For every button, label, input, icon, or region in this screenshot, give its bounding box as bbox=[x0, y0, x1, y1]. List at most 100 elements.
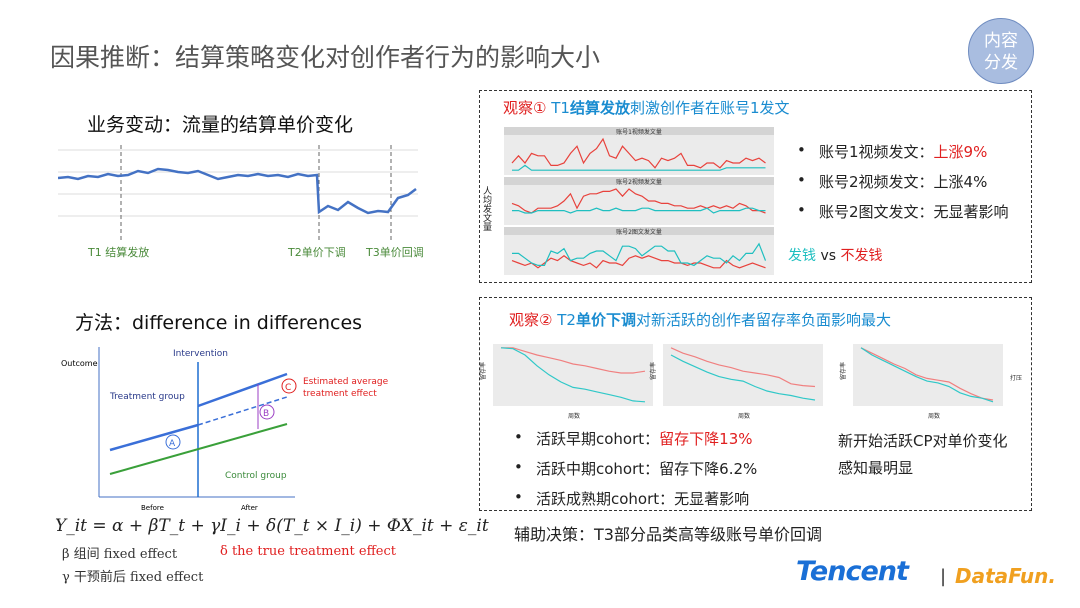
obs1-t: T1 bbox=[551, 99, 570, 117]
estimated-label-2: treatment effect bbox=[303, 389, 377, 399]
retention-plot bbox=[853, 344, 1003, 406]
bullet-value: 留存下降13% bbox=[659, 430, 753, 448]
obs2-rest: 对新活跃的创作者留存率负面影响最大 bbox=[635, 311, 891, 329]
obs1-ylabel: 人均发文量 bbox=[481, 186, 491, 231]
method-title: 方法：difference in differences bbox=[75, 312, 363, 334]
series-line bbox=[512, 207, 766, 214]
decision-text: 辅助决策：T3部分品类高等级账号单价回调 bbox=[514, 525, 822, 544]
bullet-value: 无显著影响 bbox=[674, 490, 750, 508]
retention-line bbox=[501, 347, 646, 374]
retention-plot bbox=[493, 344, 653, 406]
bullet-label: 账号1视频发文： bbox=[819, 143, 934, 161]
series-line bbox=[512, 164, 766, 171]
after-label: After bbox=[241, 504, 258, 512]
gamma-note: γ 干预前后 fixed effect bbox=[62, 570, 204, 585]
label-a: A bbox=[169, 439, 176, 449]
obs1-bullets: 账号1视频发文：上涨9% 账号2视频发文：上涨4% 账号2图文发文：无显著影响 bbox=[793, 141, 1009, 231]
label-b: B bbox=[263, 409, 269, 419]
marker-t1: T1 结算发放 bbox=[88, 246, 150, 259]
intervention-label: Intervention bbox=[173, 349, 228, 359]
obs2-prefix: 观察② bbox=[509, 311, 553, 329]
panel-plot bbox=[504, 185, 774, 225]
bullet-label: 活跃中期cohort： bbox=[536, 460, 660, 478]
label-c: C bbox=[285, 383, 291, 393]
badge-line: 内容 bbox=[984, 31, 1018, 51]
obs1-bullet: 账号1视频发文：上涨9% bbox=[793, 141, 1009, 162]
series-line bbox=[511, 137, 766, 169]
series-line bbox=[511, 188, 766, 214]
obs1-prefix: 观察① bbox=[503, 99, 547, 117]
panel-title: 账号2视频发文量 bbox=[616, 178, 662, 186]
panel-header bbox=[504, 127, 774, 135]
price-chart bbox=[58, 145, 418, 240]
series-line bbox=[511, 255, 766, 269]
legend-nopay: 不发钱 bbox=[840, 248, 883, 264]
obs1-title: 观察① T1结算发放刺激创作者在账号1发文 bbox=[503, 97, 790, 118]
x-axis-label: 周数 bbox=[738, 412, 750, 420]
obs1-bullet: 账号2视频发文：上涨4% bbox=[793, 171, 1009, 192]
datafun-logo: DataFun. bbox=[955, 564, 1056, 588]
panel-header bbox=[504, 227, 774, 235]
retention-line bbox=[860, 347, 994, 403]
tencent-logo: Tencent bbox=[796, 556, 909, 587]
page-title: 因果推断：结算策略变化对创作者行为的影响大小 bbox=[50, 43, 601, 72]
logo-separator: | bbox=[940, 566, 947, 587]
legend-pay: 发钱 bbox=[788, 248, 816, 264]
observation-2-box bbox=[479, 297, 1032, 511]
panel-title: 账号1视频发文量 bbox=[616, 128, 662, 136]
outcome-label: Outcome bbox=[61, 359, 98, 368]
y-axis-label: 留存率 bbox=[479, 362, 487, 380]
obs2-title: 观察② T2单价下调对新活跃的创作者留存率负面影响最大 bbox=[509, 309, 891, 330]
retention-line bbox=[670, 354, 816, 401]
bullet-value: 上涨9% bbox=[933, 143, 988, 161]
treatment-label: Treatment group bbox=[109, 392, 185, 402]
did-formula: Y_it = α + βT_t + γI_i + δ(T_t × I_i) + … bbox=[55, 516, 489, 536]
bullet-label: 活跃成熟期cohort： bbox=[536, 490, 675, 508]
badge-line: 分发 bbox=[984, 53, 1018, 73]
obs2-bullet: 活跃中期cohort：留存下降6.2% bbox=[510, 458, 757, 479]
bullet-label: 活跃早期cohort： bbox=[536, 430, 660, 448]
did-diagram: A B C Outcome Intervention Treatment gro… bbox=[61, 347, 389, 512]
x-axis-label: 周数 bbox=[928, 412, 940, 420]
retention-plot bbox=[663, 344, 823, 406]
y-axis-label: 留存率 bbox=[839, 362, 847, 380]
before-label: Before bbox=[141, 504, 164, 512]
obs2-bullet: 活跃早期cohort：留存下降13% bbox=[510, 428, 757, 449]
bullet-label: 账号2视频发文： bbox=[819, 173, 934, 191]
obs2-t: T2 bbox=[557, 311, 576, 329]
note-line: 新开始活跃CP对单价变化 bbox=[838, 432, 1008, 450]
obs2-note: 新开始活跃CP对单价变化 感知最明显 bbox=[838, 428, 1008, 482]
obs1-legend: 发钱 vs 不发钱 bbox=[788, 245, 882, 265]
legend-title: 打压 bbox=[1010, 374, 1022, 382]
bullet-value: 留存下降6.2% bbox=[659, 460, 758, 478]
retention-line bbox=[670, 347, 816, 388]
biz-title: 业务变动：流量的结算单价变化 bbox=[87, 114, 354, 136]
panel-title: 账号2图文发文量 bbox=[616, 228, 662, 236]
obs1-rest: 刺激创作者在账号1发文 bbox=[629, 99, 790, 117]
obs2-bullets: 活跃早期cohort：留存下降13% 活跃中期cohort：留存下降6.2% 活… bbox=[510, 428, 757, 518]
marker-t3: T3单价回调 bbox=[366, 246, 424, 259]
section-badge: 内容 分发 bbox=[968, 18, 1034, 84]
obs1-bold: 结算发放 bbox=[569, 99, 630, 117]
beta-note: β 组间 fixed effect bbox=[62, 547, 178, 562]
obs2-bold: 单价下调 bbox=[575, 311, 636, 329]
panel-plot bbox=[504, 135, 774, 175]
panel-plot bbox=[504, 235, 774, 275]
estimated-label: Estimated average bbox=[303, 377, 389, 387]
obs1-bullet: 账号2图文发文：无显著影响 bbox=[793, 201, 1009, 222]
obs2-bullet: 活跃成熟期cohort：无显著影响 bbox=[510, 488, 757, 509]
retention-line bbox=[860, 347, 994, 401]
bullet-label: 账号2图文发文： bbox=[819, 203, 934, 221]
retention-line bbox=[500, 347, 646, 403]
note-line: 感知最明显 bbox=[838, 459, 914, 477]
series-line bbox=[512, 242, 767, 267]
marker-t2: T2单价下调 bbox=[288, 246, 346, 259]
panel-header bbox=[504, 177, 774, 185]
bullet-value: 上涨4% bbox=[933, 173, 988, 191]
bullet-value: 无显著影响 bbox=[933, 203, 1009, 221]
control-label: Control group bbox=[225, 471, 287, 481]
x-axis-label: 周数 bbox=[568, 412, 580, 420]
observation-1-box bbox=[479, 90, 1032, 283]
